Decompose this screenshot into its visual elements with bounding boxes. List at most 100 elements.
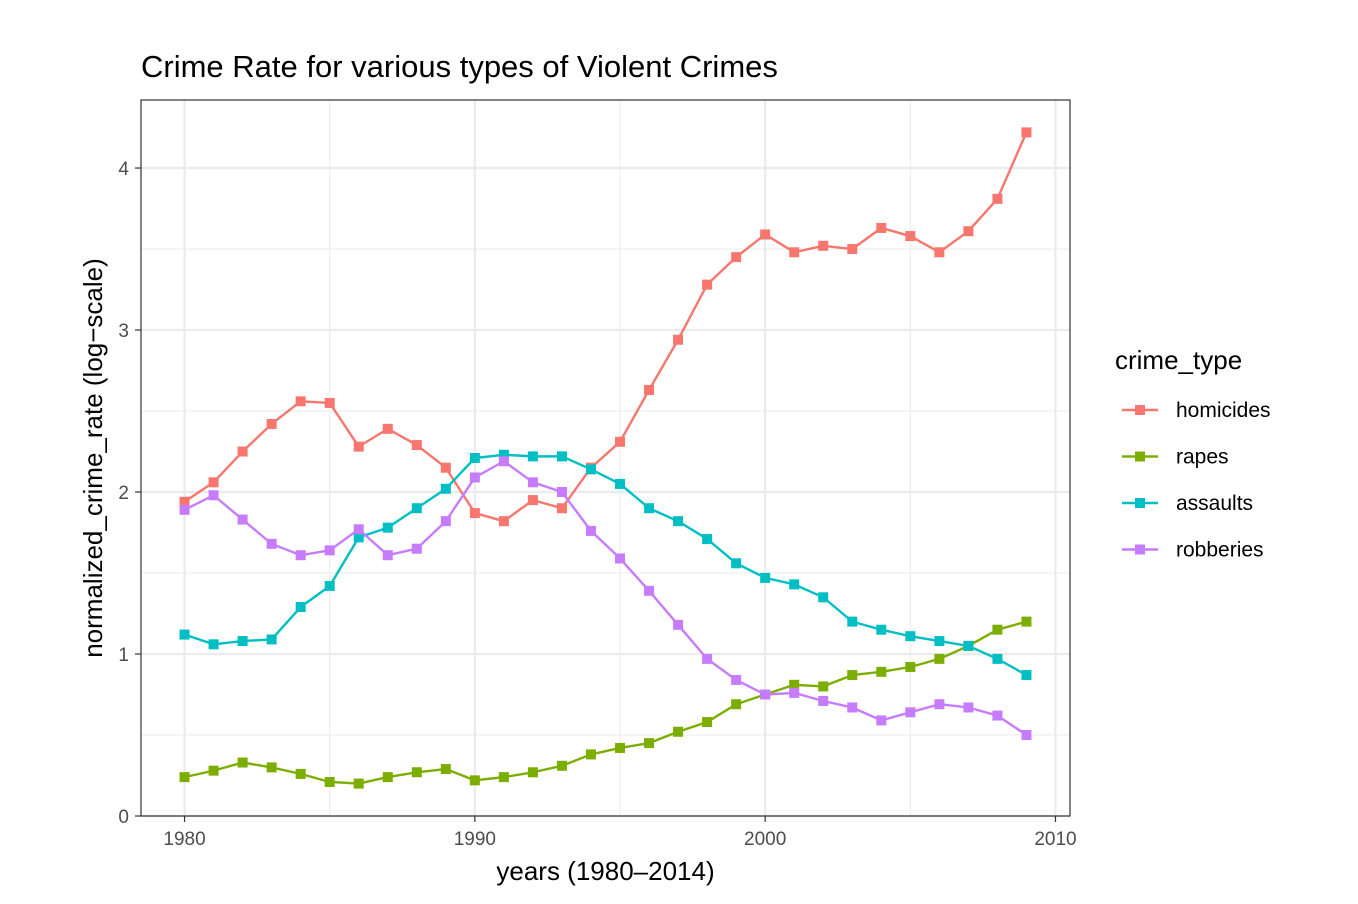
point-homicides-1987 <box>382 423 393 434</box>
point-homicides-1997 <box>673 334 684 345</box>
panel-border <box>140 99 1071 817</box>
point-homicides-2007 <box>963 226 974 237</box>
point-rapes-1996 <box>644 738 655 749</box>
point-assaults-1982 <box>237 636 248 647</box>
legend-label-rapes: rapes <box>1176 446 1229 469</box>
point-assaults-1993 <box>556 451 567 462</box>
panel-background <box>141 100 1070 816</box>
x-tick-label-2000: 2000 <box>744 829 786 850</box>
point-assaults-1981 <box>208 639 219 650</box>
point-rapes-1984 <box>295 768 306 779</box>
point-homicides-1995 <box>615 436 626 447</box>
point-robberies-1989 <box>440 516 451 527</box>
point-robberies-1992 <box>527 477 538 488</box>
point-rapes-1995 <box>615 742 626 753</box>
point-homicides-1986 <box>353 441 364 452</box>
x-tick-label-1990: 1990 <box>454 829 496 850</box>
point-robberies-2002 <box>818 695 829 706</box>
y-axis: 0 1 2 3 4 <box>118 159 141 828</box>
point-assaults-1984 <box>295 602 306 613</box>
point-homicides-2003 <box>847 244 858 255</box>
point-homicides-1991 <box>498 516 509 527</box>
point-robberies-1998 <box>702 653 713 664</box>
point-rapes-1993 <box>556 760 567 771</box>
point-rapes-1991 <box>498 772 509 783</box>
point-robberies-1983 <box>266 538 277 549</box>
point-assaults-1994 <box>585 464 596 475</box>
point-robberies-1985 <box>324 545 335 556</box>
point-assaults-1988 <box>411 503 422 514</box>
point-homicides-1998 <box>702 279 713 290</box>
point-homicides-1984 <box>295 396 306 407</box>
point-rapes-2001 <box>789 679 800 690</box>
point-homicides-1990 <box>469 508 480 519</box>
point-homicides-1982 <box>237 446 248 457</box>
legend-label-robberies: robberies <box>1176 539 1264 562</box>
point-rapes-1985 <box>324 776 335 787</box>
point-assaults-1989 <box>440 483 451 494</box>
legend-items: homicides rapes assaults robberies <box>1122 399 1271 562</box>
point-assaults-2003 <box>847 616 858 627</box>
point-assaults-1987 <box>382 522 393 533</box>
legend-item-robberies: robberies <box>1122 539 1264 562</box>
point-homicides-1989 <box>440 462 451 473</box>
point-assaults-1998 <box>702 533 713 544</box>
point-robberies-1982 <box>237 514 248 525</box>
y-tick-label-2: 2 <box>118 483 129 504</box>
point-homicides-1992 <box>527 495 538 506</box>
point-rapes-2009 <box>1021 616 1032 627</box>
point-rapes-2006 <box>934 653 945 664</box>
point-robberies-2009 <box>1021 730 1032 741</box>
y-tick-label-1: 1 <box>118 645 129 666</box>
legend-label-homicides: homicides <box>1176 399 1271 422</box>
point-homicides-2004 <box>876 222 887 233</box>
legend: crime_type homicides rapes assaults robberi… <box>1115 345 1271 562</box>
point-assaults-2001 <box>789 579 800 590</box>
point-robberies-2004 <box>876 715 887 726</box>
point-assaults-1980 <box>179 629 190 640</box>
point-rapes-1982 <box>237 757 248 768</box>
point-homicides-2002 <box>818 240 829 251</box>
point-rapes-1989 <box>440 764 451 775</box>
point-assaults-2006 <box>934 636 945 647</box>
point-assaults-1986 <box>353 532 364 543</box>
point-assaults-1999 <box>731 558 742 569</box>
point-robberies-2008 <box>992 710 1003 721</box>
point-robberies-1993 <box>556 487 567 498</box>
point-robberies-1987 <box>382 550 393 561</box>
point-assaults-1995 <box>615 478 626 489</box>
point-homicides-1985 <box>324 397 335 408</box>
point-assaults-1990 <box>469 453 480 463</box>
x-axis: 1980 1990 2000 2010 <box>163 816 1077 850</box>
legend-key-point-robberies <box>1135 544 1145 555</box>
point-homicides-2001 <box>789 247 800 258</box>
point-assaults-2005 <box>905 631 916 642</box>
point-homicides-2009 <box>1021 127 1032 138</box>
point-rapes-1987 <box>382 772 393 783</box>
point-robberies-1995 <box>615 553 626 564</box>
point-homicides-2008 <box>992 193 1003 204</box>
point-assaults-2008 <box>992 653 1003 664</box>
point-homicides-2000 <box>760 229 771 240</box>
point-homicides-2005 <box>905 231 916 242</box>
point-robberies-1994 <box>585 525 596 536</box>
point-robberies-1988 <box>411 543 422 554</box>
point-robberies-1981 <box>208 490 219 501</box>
y-tick-label-0: 0 <box>118 807 129 828</box>
legend-item-assaults: assaults <box>1122 492 1253 515</box>
point-robberies-2000 <box>760 689 771 700</box>
point-robberies-1990 <box>469 472 480 483</box>
y-tick-label-3: 3 <box>118 321 129 342</box>
legend-item-rapes: rapes <box>1122 446 1229 469</box>
point-robberies-1996 <box>644 585 655 596</box>
x-axis-title: years (1980–2014) <box>496 856 714 886</box>
grid-minor <box>141 100 1070 816</box>
point-assaults-2009 <box>1021 670 1032 681</box>
point-homicides-1993 <box>556 503 567 514</box>
point-rapes-1997 <box>673 726 684 737</box>
point-homicides-1999 <box>731 252 742 263</box>
point-homicides-1983 <box>266 418 277 429</box>
chart-title: Crime Rate for various types of Violent … <box>141 49 778 84</box>
point-rapes-2003 <box>847 670 858 681</box>
point-robberies-2007 <box>963 702 974 713</box>
